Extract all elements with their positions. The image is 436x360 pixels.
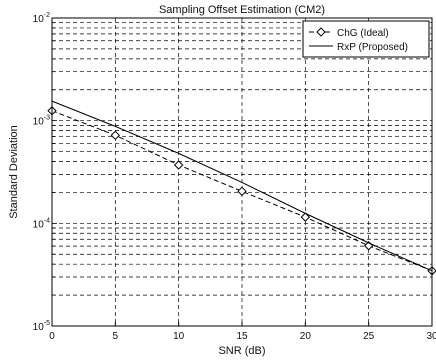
data-point-0 [300,212,311,222]
y-tick-label: 10-3 [33,115,50,128]
legend: ChG (Ideal) RxP (Proposed) [302,20,430,58]
y-tick-label: 10-5 [33,320,50,333]
ticks: 0 5 10 15 20 25 30 10-2 10-3 10-4 10-5 [33,12,436,342]
y-tick-label: 10-2 [33,12,50,25]
y-axis-label: Standard Deviation [8,125,20,219]
x-tick-label: 5 [113,331,119,342]
data-point-0 [110,130,121,141]
legend-label-0: ChG (Ideal) [337,28,389,39]
legend-label-1: RxP (Proposed) [337,42,408,53]
grid [52,18,432,326]
x-tick-label: 30 [426,331,436,342]
x-tick-label: 0 [49,331,55,342]
legend-box [302,20,430,58]
data-point-0 [237,186,247,197]
y-tick-label: 10-4 [33,217,50,230]
x-tick-label: 15 [236,331,248,342]
x-axis-label: SNR (dB) [218,345,265,357]
series-line-1 [51,100,433,272]
x-tick-label: 25 [363,331,375,342]
chart-title: Sampling Offset Estimation (CM2) [159,4,325,16]
series-layer [47,100,436,276]
x-tick-label: 10 [173,331,185,342]
data-point-0 [173,160,184,170]
x-tick-label: 20 [300,331,312,342]
legend-marker-0 [316,27,326,37]
